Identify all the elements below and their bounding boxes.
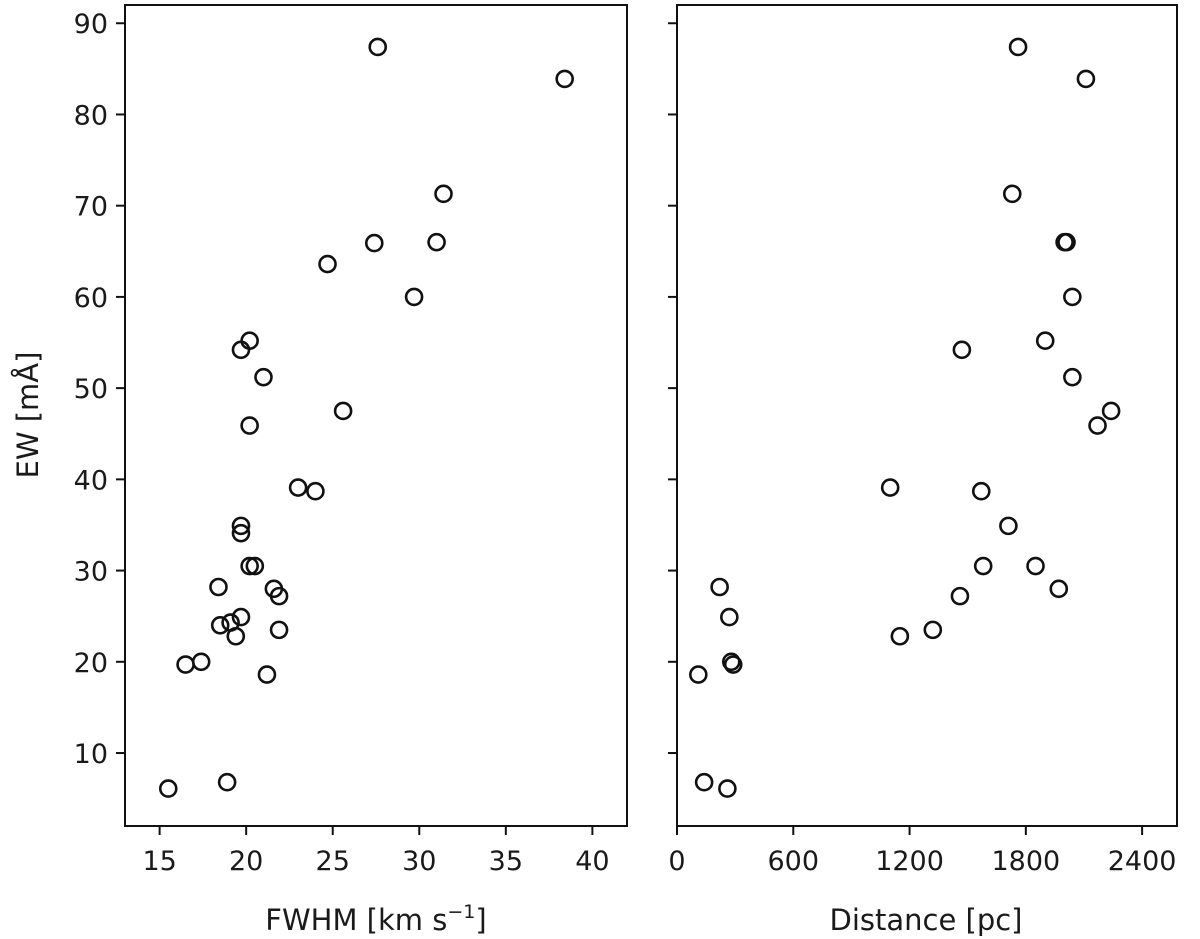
- data-point-fwhm: [231, 523, 251, 543]
- data-point-fwhm: [269, 620, 289, 640]
- y-tick-label: 30: [74, 557, 108, 588]
- data-point-distance: [710, 577, 729, 597]
- x-tick-label: 40: [575, 846, 609, 877]
- x-axis-title-distance: Distance [pc]: [829, 903, 1022, 937]
- data-point-fwhm: [254, 367, 273, 387]
- x-tick-label: 30: [402, 846, 436, 877]
- data-point-fwhm: [368, 37, 388, 57]
- y-tick-label: 70: [74, 192, 108, 223]
- data-point-fwhm: [427, 232, 446, 252]
- data-point-fwhm: [288, 478, 308, 497]
- data-point-distance: [1057, 232, 1076, 252]
- x-tick-label: 20: [229, 846, 263, 877]
- x-tick-label: 15: [142, 846, 176, 877]
- data-point-distance: [689, 665, 708, 684]
- data-point-fwhm: [209, 577, 228, 597]
- x-tick-label: 1800: [991, 846, 1060, 877]
- data-point-fwhm: [364, 233, 384, 253]
- data-point-distance: [950, 586, 970, 606]
- data-point-fwhm: [240, 416, 259, 435]
- data-point-fwhm: [333, 401, 353, 421]
- data-point-fwhm: [404, 287, 424, 307]
- data-point-distance: [1049, 579, 1069, 599]
- data-point-fwhm: [240, 331, 259, 350]
- data-point-fwhm: [191, 652, 211, 672]
- x-axis-title-fwhm-sup: −1: [447, 901, 475, 923]
- data-point-distance: [880, 478, 900, 497]
- y-tick-label: 40: [74, 465, 108, 496]
- data-point-fwhm: [318, 254, 337, 274]
- y-tick-label: 80: [74, 100, 108, 131]
- data-point-fwhm: [226, 626, 246, 646]
- data-point-fwhm: [231, 340, 251, 360]
- data-point-fwhm: [555, 69, 574, 89]
- data-point-fwhm: [176, 655, 195, 674]
- data-point-distance: [1101, 401, 1121, 421]
- data-point-distance: [1088, 416, 1107, 435]
- data-point-distance: [723, 655, 743, 674]
- panel-fwhm-vs-ew: 15 20 25 30 35 40 10 20 30 40 50 60 70 80 90: [74, 4, 628, 877]
- data-point-distance: [718, 779, 737, 798]
- data-point-distance: [999, 516, 1018, 536]
- data-point-fwhm: [240, 556, 259, 576]
- data-point-distance: [1002, 184, 1022, 204]
- y-tick-label: 60: [74, 283, 108, 314]
- plot-frame: [676, 4, 1178, 827]
- y-tick-label: 10: [74, 739, 108, 770]
- panel-distance-vs-ew: 0 600 1200 1800 2400: [668, 4, 1178, 877]
- x-tick-label: 35: [489, 846, 523, 877]
- data-point-fwhm: [158, 779, 178, 798]
- data-point-distance: [721, 652, 741, 672]
- plot-frame: [124, 4, 628, 827]
- data-point-fwhm: [306, 481, 325, 501]
- x-axis-title-fwhm-end: ]: [475, 903, 486, 937]
- y-axis-title: EW [mÅ]: [11, 352, 45, 479]
- data-point-fwhm: [210, 616, 230, 635]
- x-tick-label: 25: [316, 846, 350, 877]
- data-point-distance: [720, 607, 739, 627]
- y-tick-label: 50: [74, 374, 108, 405]
- data-point-distance: [1035, 331, 1055, 350]
- data-point-distance: [890, 626, 910, 646]
- data-point-fwhm: [231, 607, 251, 627]
- y-tick-label: 20: [74, 648, 108, 679]
- data-point-fwhm: [231, 516, 251, 536]
- data-point-distance: [1063, 287, 1082, 307]
- data-point-distance: [923, 620, 943, 640]
- data-point-fwhm: [217, 772, 237, 792]
- x-tick-label: 0: [668, 846, 685, 877]
- x-axis-title-fwhm: FWHM [km s−1]: [265, 901, 486, 937]
- data-point-distance: [952, 340, 972, 360]
- data-point-fwhm: [257, 665, 277, 684]
- data-point-distance: [973, 556, 993, 576]
- x-tick-label: 1200: [875, 846, 944, 877]
- data-point-distance: [1063, 367, 1082, 387]
- data-point-distance: [694, 772, 714, 792]
- data-point-distance: [971, 481, 991, 501]
- x-axis-title-fwhm-main: FWHM [km s: [265, 903, 447, 937]
- data-point-distance: [1076, 69, 1096, 89]
- data-point-distance: [1008, 37, 1028, 57]
- x-tick-label: 2400: [1108, 846, 1177, 877]
- data-point-fwhm: [269, 586, 289, 606]
- data-point-distance: [1026, 556, 1045, 576]
- data-point-fwhm: [434, 184, 453, 204]
- data-point-fwhm: [245, 556, 265, 576]
- x-tick-label: 600: [768, 846, 820, 877]
- y-tick-label: 90: [74, 9, 108, 40]
